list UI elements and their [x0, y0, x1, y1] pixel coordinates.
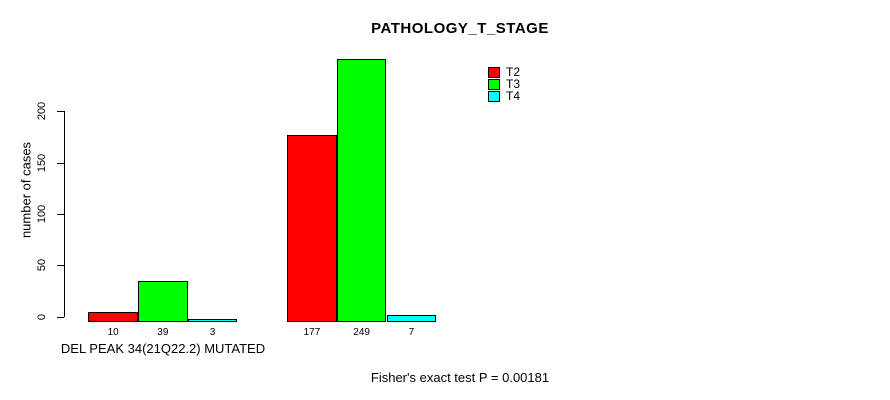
- legend-swatch-T4: [488, 90, 500, 102]
- bar-value-label: 3: [209, 327, 216, 338]
- legend-label: T4: [506, 89, 521, 103]
- legend-item-T3: T3: [488, 78, 520, 90]
- bar-T4-group2: [386, 315, 437, 323]
- bar-T2-group1: [88, 311, 138, 323]
- y-tick-mark: [57, 213, 64, 215]
- y-axis-line: [64, 111, 65, 318]
- y-axis-title: number of cases: [18, 141, 34, 239]
- bar-T2-group2: [287, 134, 337, 323]
- bar-value-label: 177: [303, 327, 321, 338]
- bar-value-label: 10: [107, 327, 119, 338]
- y-tick-mark: [57, 111, 64, 113]
- bar-T4-group1: [187, 319, 238, 323]
- fisher-test-annotation: Fisher's exact test P = 0.00181: [370, 370, 550, 385]
- chart-title: PATHOLOGY_T_STAGE: [371, 20, 549, 37]
- bar-value-label: 7: [408, 327, 415, 338]
- legend-label: T3: [506, 77, 521, 91]
- x-axis-title: DEL PEAK 34(21Q22.2) MUTATED: [60, 341, 266, 356]
- y-tick-label: 50: [36, 259, 48, 272]
- legend-label: T2: [506, 65, 521, 79]
- legend-item-T2: T2: [488, 66, 520, 78]
- y-tick-label: 200: [36, 102, 48, 121]
- y-tick-label: 150: [36, 153, 48, 172]
- y-tick-label: 0: [36, 313, 48, 320]
- legend-swatch-T3: [488, 78, 500, 90]
- legend-swatch-T2: [488, 66, 500, 78]
- bar-T3-group2: [336, 58, 387, 323]
- bar-value-label: 249: [353, 327, 370, 338]
- y-tick-label: 100: [36, 204, 48, 224]
- bar-T3-group1: [138, 281, 188, 323]
- y-tick-mark: [57, 316, 64, 318]
- legend-item-T4: T4: [488, 90, 520, 102]
- bar-value-label: 39: [157, 327, 169, 338]
- y-tick-mark: [57, 162, 64, 164]
- legend: T2 T3 T4: [488, 66, 520, 102]
- y-tick-mark: [57, 265, 64, 267]
